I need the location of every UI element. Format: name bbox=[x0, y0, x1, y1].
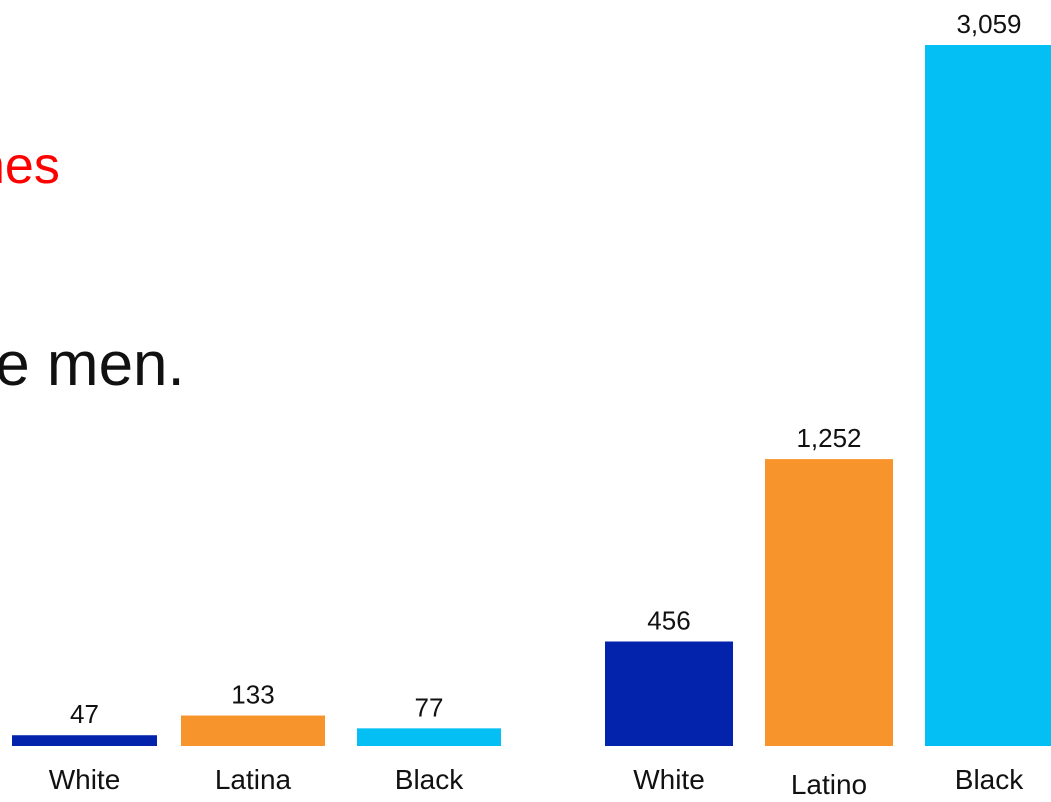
bar-group-2: 456 White 1,252 Latino 3,059 Black bbox=[605, 9, 1051, 800]
headline-line-1: nes bbox=[0, 137, 60, 195]
bar-group-1: 47 White 133 Latina 77 Black bbox=[12, 680, 501, 795]
value-label: 456 bbox=[647, 606, 690, 636]
bar-latino bbox=[765, 459, 893, 746]
value-label: 1,252 bbox=[796, 423, 861, 453]
category-label: White bbox=[49, 764, 121, 795]
value-label: 77 bbox=[415, 692, 444, 722]
bar-black bbox=[357, 728, 501, 746]
category-label: Latino bbox=[791, 769, 867, 800]
headline-line-2: te men. bbox=[0, 330, 185, 399]
bar-white bbox=[605, 641, 733, 746]
value-label: 47 bbox=[70, 699, 99, 729]
value-label: 3,059 bbox=[956, 9, 1021, 39]
bar-white bbox=[12, 735, 157, 746]
category-label: White bbox=[633, 764, 705, 795]
value-label: 133 bbox=[231, 680, 274, 710]
category-label: Black bbox=[955, 764, 1024, 795]
bar-latina bbox=[181, 715, 325, 746]
bar-black bbox=[925, 45, 1051, 746]
category-label: Black bbox=[395, 764, 464, 795]
category-label: Latina bbox=[215, 764, 292, 795]
